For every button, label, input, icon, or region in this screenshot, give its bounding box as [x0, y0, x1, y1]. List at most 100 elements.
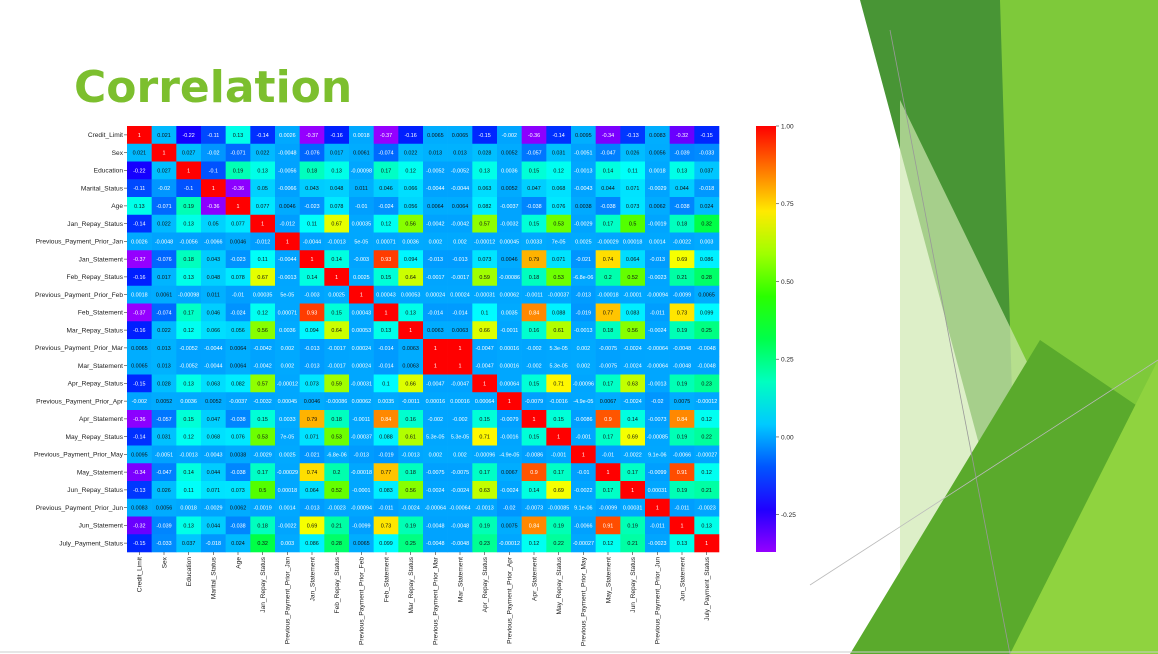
cell-value-label: 0.52	[627, 275, 638, 281]
cell-value-label: -0.0011	[525, 293, 543, 299]
heatmap-cell	[521, 481, 547, 500]
heatmap-cell	[299, 161, 325, 180]
cell-value-label: 0.088	[552, 310, 566, 316]
heatmap-cell	[645, 250, 670, 269]
cell-value-label: 0.19	[479, 523, 490, 529]
heatmap-cell	[398, 197, 424, 216]
heatmap-cell	[176, 161, 202, 180]
heatmap-cell	[373, 321, 399, 340]
heatmap-cell	[299, 374, 325, 393]
heatmap-cell	[127, 250, 152, 269]
cell-value-label: 0.2	[604, 275, 612, 281]
heatmap-cell	[275, 516, 300, 535]
heatmap-cell	[349, 214, 374, 233]
cell-value-label: 0.19	[183, 204, 194, 210]
cell-value-label: -0.0023	[648, 275, 666, 281]
cell-value-label: -0.32	[676, 133, 688, 139]
cell-value-label: -0.0043	[204, 452, 222, 458]
cell-value-label: -0.0042	[426, 222, 444, 228]
cell-value-label: -0.0022	[624, 452, 642, 458]
heatmap-cell	[373, 463, 399, 482]
heatmap-cell	[127, 427, 152, 446]
cell-value-label: 5e-05	[280, 293, 294, 299]
cell-value-label: -0.0066	[278, 186, 296, 192]
cell-value-label: -0.0044	[278, 257, 296, 263]
heatmap-cell	[275, 356, 300, 375]
heatmap-cell	[423, 197, 448, 216]
cell-value-label: 0.048	[207, 275, 221, 281]
cell-value-label: -0.00094	[647, 293, 668, 299]
heatmap-cell	[497, 143, 522, 162]
cell-value-label: 1	[607, 470, 610, 476]
cell-value-label: 0.12	[381, 222, 392, 228]
cell-value-label: 0.024	[231, 541, 245, 547]
heatmap-cell	[349, 143, 374, 162]
cell-value-label: 0.15	[529, 435, 540, 441]
heatmap-cell	[694, 339, 720, 358]
heatmap-cell	[250, 268, 276, 287]
cell-value-label: 0.67	[331, 222, 342, 228]
heatmap-cell	[447, 410, 473, 429]
cell-value-label: 0.0065	[698, 293, 715, 299]
cell-value-label: -0.0017	[328, 346, 346, 352]
heatmap-cell	[472, 356, 498, 375]
heatmap-cell	[497, 339, 522, 358]
heatmap-cell	[447, 481, 473, 500]
cell-value-label: 0.84	[381, 417, 392, 423]
heatmap-cell	[521, 268, 547, 287]
cell-value-label: -0.0075	[426, 470, 444, 476]
cell-value-label: -4.9e-05	[499, 452, 519, 458]
heatmap-cell	[694, 143, 720, 162]
cell-value-label: -0.0073	[648, 417, 666, 423]
heatmap-cell	[472, 410, 498, 429]
cell-value-label: 0.18	[257, 523, 268, 529]
cell-value-label: 0.043	[305, 186, 319, 192]
cell-value-label: 0.13	[134, 204, 145, 210]
cell-value-label: -0.0044	[451, 186, 469, 192]
heatmap-cell	[546, 356, 572, 375]
cell-value-label: 0.0063	[402, 364, 419, 370]
heatmap-cell	[497, 374, 522, 393]
heatmap-cell	[398, 356, 424, 375]
cell-value-label: 0.0061	[353, 151, 370, 157]
heatmap-cell	[571, 498, 596, 517]
cell-value-label: 0.0065	[353, 541, 370, 547]
cell-value-label: 1	[681, 523, 684, 529]
cell-value-label: -0.15	[479, 133, 491, 139]
heatmap-cell	[571, 534, 596, 553]
cell-value-label: -0.0024	[624, 346, 642, 352]
cell-value-label: -0.01	[602, 452, 614, 458]
heatmap-cell	[201, 179, 226, 198]
cell-value-label: 0.00024	[426, 293, 446, 299]
heatmap-cell	[669, 534, 695, 553]
cell-value-label: 0.69	[307, 523, 318, 529]
heatmap-cell	[250, 374, 276, 393]
cell-value-label: 0.0064	[427, 204, 444, 210]
heatmap-cell	[225, 410, 251, 429]
cell-value-label: 0.22	[553, 541, 564, 547]
heatmap-cell	[151, 392, 177, 411]
cell-value-label: 0.5	[259, 488, 267, 494]
cell-value-label: 0.0046	[304, 399, 321, 405]
heatmap-cell	[250, 410, 276, 429]
cell-value-label: -0.002	[452, 417, 467, 423]
heatmap-cell	[225, 161, 251, 180]
cell-value-label: -0.0066	[574, 523, 592, 529]
column-label: Apr_Repay_Status	[482, 556, 489, 612]
heatmap-cell	[669, 232, 695, 251]
heatmap-cell	[423, 303, 448, 322]
cell-value-label: 0.53	[331, 435, 342, 441]
cell-value-label: 0.28	[701, 275, 712, 281]
cell-value-label: 0.77	[381, 470, 392, 476]
cell-value-label: 0.19	[677, 488, 688, 494]
heatmap-cell	[669, 445, 695, 464]
cell-value-label: 0.17	[553, 470, 564, 476]
cell-value-label: -0.0075	[599, 364, 617, 370]
cell-value-label: 1	[508, 399, 511, 405]
heatmap-cell	[521, 463, 547, 482]
heatmap-cell	[423, 463, 448, 482]
row-label: Jan_Statement	[79, 256, 124, 263]
cell-value-label: 0.071	[207, 488, 221, 494]
heatmap-cell	[349, 534, 374, 553]
column-label: Age	[235, 557, 242, 569]
